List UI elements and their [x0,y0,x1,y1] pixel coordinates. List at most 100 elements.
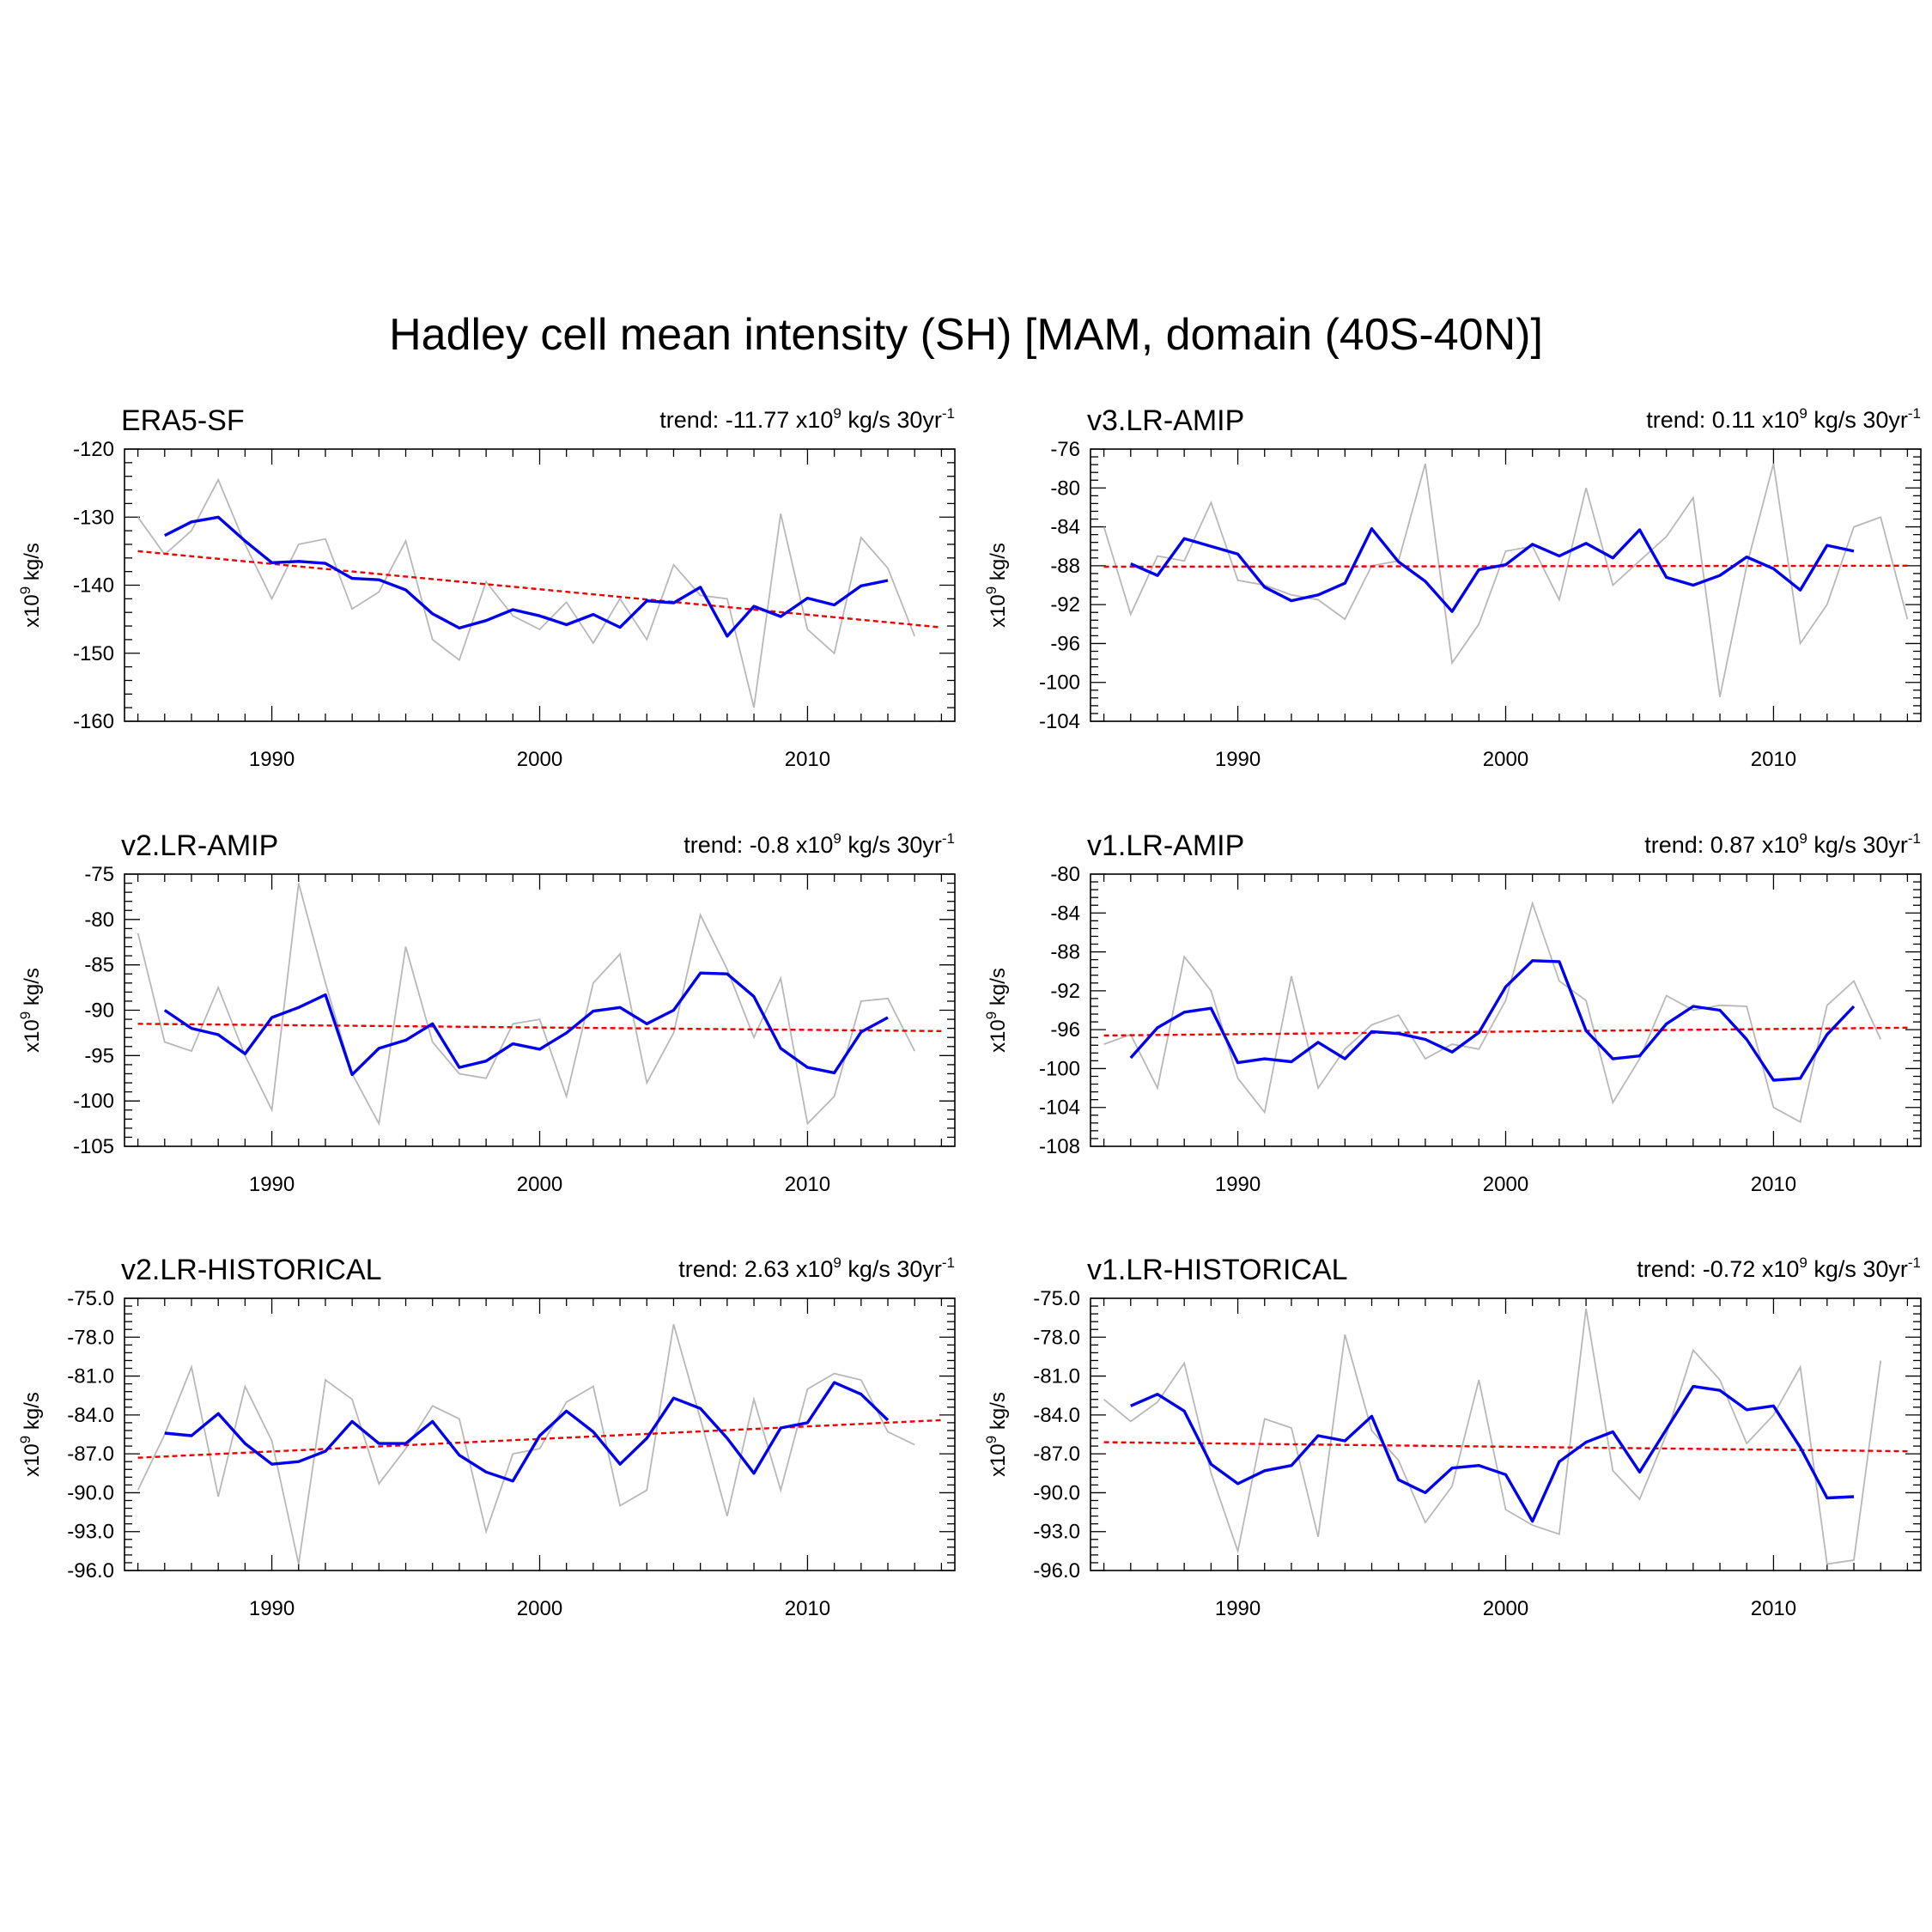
y-tick-label: -81.0 [67,1365,114,1388]
x-tick-label: 2000 [517,1597,562,1620]
trend-unit-mid: kg/s 30yr [841,407,942,433]
y-tick-label: -84 [1050,516,1080,539]
y-tick-label: -92 [1050,980,1080,1003]
x-tick-label: 2000 [517,748,562,771]
y-axis-label: x109 kg/s [983,968,1010,1053]
x-tick-label: 2010 [785,1597,830,1620]
y-tick-label: -81.0 [1033,1365,1080,1388]
y-tick-label: -75.0 [1033,1287,1080,1310]
y-axis-label-prefix: x10 [987,594,1010,628]
trend-prefix: trend: [1644,832,1710,858]
y-axis-label-prefix: x10 [21,594,44,628]
y-tick-label: -80 [84,908,114,932]
trend-annotation: trend: -0.72 x109 kg/s 30yr-1 [1637,1255,1921,1282]
x-tick-label: 1990 [249,1173,295,1196]
y-tick-label: -93.0 [67,1521,114,1544]
x-tick-label: 1990 [1215,748,1261,771]
trend-unit-exponent-end: -1 [1908,830,1921,847]
panel-title: v2.LR-AMIP [121,829,278,862]
y-tick-label: -78.0 [67,1326,114,1349]
y-tick-label: -75 [84,863,114,886]
trend-unit-exponent-end: -1 [942,1255,955,1271]
y-axis-label-exponent: 9 [17,1012,33,1019]
y-axis-label-exponent: 9 [983,1012,999,1019]
trend-line [1103,1026,1908,1037]
y-tick-label: -90.0 [1033,1481,1080,1504]
x-tick-label: 2010 [1751,1597,1796,1620]
y-tick-label: -90.0 [67,1481,114,1504]
trend-value: -0.8 [750,832,790,858]
y-tick-label: -96.0 [67,1559,114,1583]
y-tick-label: -78.0 [1033,1326,1080,1349]
x-tick-label: 1990 [1215,1173,1261,1196]
y-axis-label-prefix: x10 [21,1443,44,1477]
smoothed-series-line [1130,1384,1855,1523]
trend-line [1103,564,1908,568]
raw-series-line [1103,463,1909,697]
trend-prefix: trend: [659,407,726,433]
y-axis-label: x109 kg/s [17,968,44,1053]
y-axis-label-prefix: x10 [987,1443,1010,1477]
smoothed-series-line [163,971,889,1077]
y-axis-label-suffix: kg/s [987,543,1010,586]
trend-unit-mid: kg/s 30yr [841,1256,942,1282]
y-tick-label: -88 [1050,555,1080,578]
smoothed-series-line [164,1381,890,1483]
trend-unit-prefix: x10 [1755,407,1799,433]
trend-unit-exponent-end: -1 [942,405,955,422]
plot-frame [124,873,956,1147]
plot-frame [1090,873,1922,1147]
x-tick-label: 1990 [249,748,295,771]
trend-prefix: trend: [678,1256,744,1282]
trend-unit-exponent-end: -1 [942,830,955,847]
trend-unit-prefix: x10 [789,1256,833,1282]
series-group [1103,900,1908,1124]
plot-area: 1990 2000 2010 -80 -84 -88 -92 -96 -100 -104 -108 x… [983,829,1922,1196]
y-axis-label-prefix: x10 [21,1019,44,1053]
y-tick-label: -84.0 [1033,1404,1080,1427]
trend-unit-prefix: x10 [1755,832,1799,858]
y-axis-label: x109 kg/s [17,1392,44,1477]
panel-title: v2.LR-HISTORICAL [121,1254,382,1286]
panel-title: ERA5-SF [121,404,245,437]
y-tick-label: -104 [1039,710,1080,733]
y-axis-label-suffix: kg/s [21,968,44,1012]
y-tick-label: -90 [84,999,114,1023]
trend-unit-exponent: 9 [833,405,841,422]
trend-value: 0.87 [1710,832,1756,858]
x-tick-label: 2010 [785,748,830,771]
y-axis-label-suffix: kg/s [987,968,1010,1012]
trend-line [137,1023,942,1033]
trend-value: 2.63 [744,1256,790,1282]
x-tick-label: 2000 [1483,748,1528,771]
raw-series-line [1103,900,1882,1124]
y-tick-label: -80 [1050,863,1080,886]
trend-annotation: trend: 2.63 x109 kg/s 30yr-1 [678,1255,955,1282]
trend-unit-mid: kg/s 30yr [1807,407,1908,433]
series-group [137,477,942,708]
plot-area: 1990 2000 2010 -75.0 -78.0 -81.0 -84.0 -87.0 -90… [17,1254,956,1620]
y-tick-label: -96 [1050,1018,1080,1042]
smoothed-series-line [1130,527,1855,613]
plot-frame [124,448,956,722]
smoothed-series-line [1129,959,1856,1082]
y-tick-label: -96 [1050,632,1080,655]
raw-series-line [137,883,916,1127]
y-axis-label-exponent: 9 [17,586,33,594]
chart-panel-4: 1990 2000 2010 -80 -84 -88 -92 -96 -100 -104 -108 x… [983,829,1922,1196]
trend-line [1103,1441,1908,1453]
plot-area: 1990 2000 2010 -76 -80 -84 -88 -92 -96 -100 -104 x1… [983,404,1922,771]
y-tick-label: -84.0 [67,1404,114,1427]
smoothed-series-line [164,515,889,638]
x-tick-label: 2010 [1751,1173,1796,1196]
trend-annotation: trend: 0.11 x109 kg/s 30yr-1 [1646,405,1921,433]
raw-series-line [1103,1308,1882,1565]
plot-area: 1990 2000 2010 -75 -80 -85 -90 -95 -100 -105 x109 … [17,829,956,1196]
trend-unit-exponent: 9 [1799,1255,1807,1271]
y-axis-label-suffix: kg/s [21,1392,44,1436]
y-tick-label: -105 [73,1135,114,1158]
series-group [137,1323,942,1564]
trend-unit-mid: kg/s 30yr [841,832,942,858]
y-axis-label: x109 kg/s [17,543,44,628]
